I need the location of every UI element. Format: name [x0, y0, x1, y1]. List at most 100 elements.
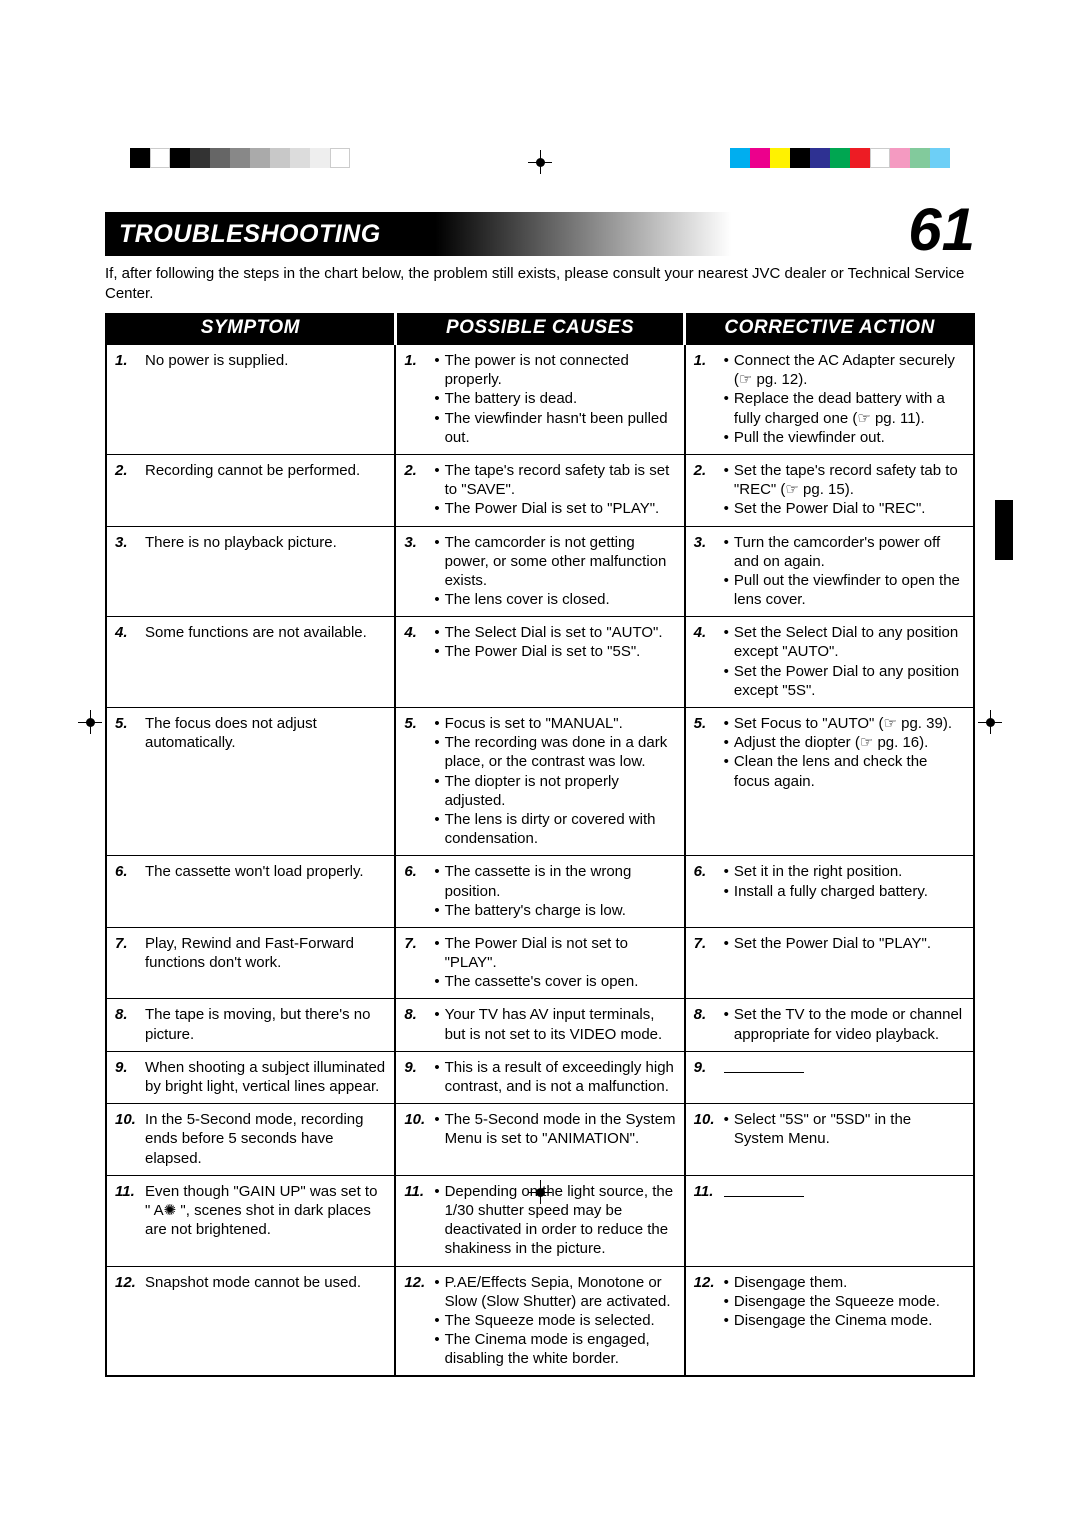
table-row: 2.Recording cannot be performed.2.The ta…	[106, 454, 974, 526]
row-number: 4.	[694, 623, 716, 700]
action-list: Set the tape's record safety tab to "REC…	[724, 461, 965, 519]
action-item: Pull the viewfinder out.	[724, 428, 965, 447]
causes-list: The Select Dial is set to "AUTO".The Pow…	[434, 623, 675, 661]
causes-list: Focus is set to "MANUAL".The recording w…	[434, 714, 675, 848]
action-list: Set it in the right position.Install a f…	[724, 862, 965, 900]
row-number: 2.	[115, 461, 137, 480]
row-number: 3.	[115, 533, 137, 552]
title-band: TROUBLESHOOTING 61	[105, 212, 975, 256]
action-list: Disengage them.Disengage the Squeeze mod…	[724, 1273, 965, 1331]
action-list: Set the TV to the mode or channel approp…	[724, 1005, 965, 1043]
cause-item: Focus is set to "MANUAL".	[434, 714, 675, 733]
cause-item: The Squeeze mode is selected.	[434, 1311, 675, 1330]
row-number: 1.	[694, 351, 716, 447]
row-number: 12.	[115, 1273, 137, 1292]
action-item: Set the Power Dial to "PLAY".	[724, 934, 965, 953]
row-number: 7.	[115, 934, 137, 972]
section-edge-tab	[995, 500, 1013, 560]
row-number: 12.	[694, 1273, 716, 1331]
registration-mark	[78, 710, 102, 734]
cause-item: The camcorder is not getting power, or s…	[434, 533, 675, 591]
registration-mark	[528, 150, 552, 174]
cause-item: The diopter is not properly adjusted.	[434, 772, 675, 810]
registration-mark	[528, 1180, 552, 1204]
cause-item: Your TV has AV input terminals, but is n…	[434, 1005, 675, 1043]
symptom-text: There is no playback picture.	[145, 533, 386, 552]
action-item: Clean the lens and check the focus again…	[724, 752, 965, 790]
row-number: 11.	[115, 1182, 137, 1240]
symptom-text: Snapshot mode cannot be used.	[145, 1273, 386, 1292]
cause-item: The Cinema mode is engaged, disabling th…	[434, 1330, 675, 1368]
cause-item: The Power Dial is not set to "PLAY".	[434, 934, 675, 972]
row-number: 10.	[115, 1110, 137, 1168]
cause-item: Depending on the light source, the 1/30 …	[434, 1182, 675, 1259]
col-action: CORRECTIVE ACTION	[685, 313, 974, 345]
table-row: 7.Play, Rewind and Fast-Forward function…	[106, 927, 974, 999]
row-number: 11.	[404, 1182, 426, 1259]
row-number: 5.	[694, 714, 716, 791]
action-list: Select "5S" or "5SD" in the System Menu.	[724, 1110, 965, 1148]
intro-text: If, after following the steps in the cha…	[105, 264, 975, 303]
row-number: 6.	[115, 862, 137, 881]
symptom-text: No power is supplied.	[145, 351, 386, 370]
cause-item: This is a result of exceedingly high con…	[434, 1058, 675, 1096]
causes-list: Your TV has AV input terminals, but is n…	[434, 1005, 675, 1043]
table-row: 4.Some functions are not available.4.The…	[106, 617, 974, 708]
table-row: 12. Snapshot mode cannot be used. 12. P.AE/…	[106, 1266, 974, 1376]
table-row: 8.The tape is moving, but there's no pic…	[106, 999, 974, 1051]
action-item: Disengage the Cinema mode.	[724, 1311, 965, 1330]
action-item: Set it in the right position.	[724, 862, 965, 881]
action-list: Set the Power Dial to "PLAY".	[724, 934, 965, 953]
action-item: Set the Select Dial to any position exce…	[724, 623, 965, 661]
action-item: Set Focus to "AUTO" (☞ pg. 39).	[724, 714, 965, 733]
table-row: 1.No power is supplied.1.The power is no…	[106, 345, 974, 455]
table-row: 9.When shooting a subject illuminated by…	[106, 1051, 974, 1103]
symptom-text: The focus does not adjust automatically.	[145, 714, 386, 752]
symptom-text: Some functions are not available.	[145, 623, 386, 642]
action-list	[724, 1058, 965, 1078]
row-number: 8.	[115, 1005, 137, 1043]
row-number: 9.	[115, 1058, 137, 1096]
row-number: 1.	[115, 351, 137, 370]
cause-item: The Power Dial is set to "PLAY".	[434, 499, 675, 518]
table-row: 6. The cassette won't load properly. 6. The…	[106, 856, 974, 928]
symptom-text: In the 5-Second mode, recording ends bef…	[145, 1110, 386, 1168]
grayscale-bar	[130, 148, 350, 168]
causes-list: Depending on the light source, the 1/30 …	[434, 1182, 675, 1259]
cause-item: The cassette's cover is open.	[434, 972, 675, 991]
row-number: 2.	[694, 461, 716, 519]
action-item: Pull out the viewfinder to open the lens…	[724, 571, 965, 609]
action-item: Replace the dead battery with a fully ch…	[724, 389, 965, 427]
table-row: 5. The focus does not adjust automaticall…	[106, 708, 974, 856]
action-list: Connect the AC Adapter securely (☞ pg. 1…	[724, 351, 965, 447]
symptom-text: The tape is moving, but there's no pictu…	[145, 1005, 386, 1043]
row-number: 11.	[694, 1182, 716, 1202]
cause-item: The Select Dial is set to "AUTO".	[434, 623, 675, 642]
row-number: 12.	[404, 1273, 426, 1369]
symptom-text: The cassette won't load properly.	[145, 862, 386, 881]
cause-item: The battery's charge is low.	[434, 901, 675, 920]
symptom-text: Play, Rewind and Fast-Forward functions …	[145, 934, 386, 972]
action-list: Set Focus to "AUTO" (☞ pg. 39).Adjust th…	[724, 714, 965, 791]
row-number: 7.	[694, 934, 716, 953]
symptom-text: Recording cannot be performed.	[145, 461, 386, 480]
row-number: 6.	[694, 862, 716, 900]
causes-list: The tape's record safety tab is set to "…	[434, 461, 675, 519]
manual-page: TROUBLESHOOTING 61 If, after following t…	[0, 0, 1080, 1528]
row-number: 6.	[404, 862, 426, 920]
cause-item: The 5-Second mode in the System Menu is …	[434, 1110, 675, 1148]
table-row: 3.There is no playback picture.3.The cam…	[106, 526, 974, 617]
row-number: 8.	[404, 1005, 426, 1043]
row-number: 2.	[404, 461, 426, 519]
row-number: 9.	[404, 1058, 426, 1096]
row-number: 3.	[404, 533, 426, 610]
cause-item: The recording was done in a dark place, …	[434, 733, 675, 771]
page-number: 61	[908, 203, 975, 257]
table-row: 10. In the 5-Second mode, recording ends …	[106, 1104, 974, 1176]
action-item: Set the tape's record safety tab to "REC…	[724, 461, 965, 499]
causes-list: The camcorder is not getting power, or s…	[434, 533, 675, 610]
action-item: Set the TV to the mode or channel approp…	[724, 1005, 965, 1043]
cause-item: P.AE/Effects Sepia, Monotone or Slow (Sl…	[434, 1273, 675, 1311]
row-number: 8.	[694, 1005, 716, 1043]
action-item: Set the Power Dial to any position excep…	[724, 662, 965, 700]
